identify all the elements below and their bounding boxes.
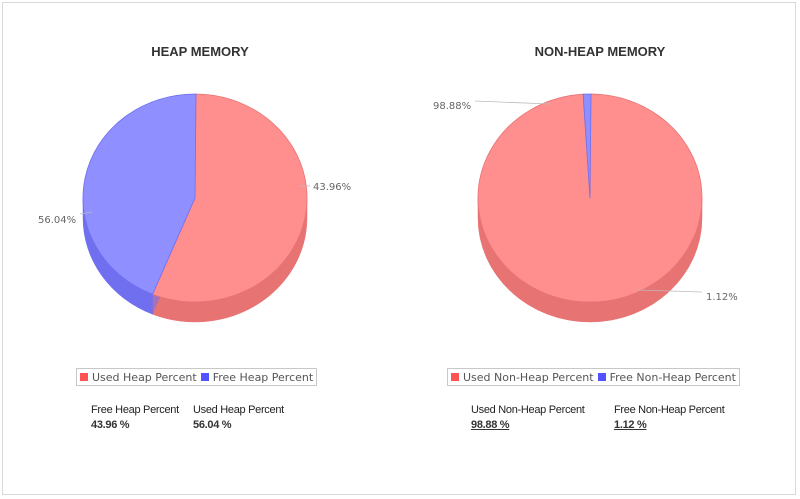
legend-label-used-non-heap: Used Non-Heap Percent bbox=[463, 370, 594, 384]
legend-label-free-non-heap: Free Non-Heap Percent bbox=[609, 370, 736, 384]
stat-label: Used Non-Heap Percent bbox=[471, 404, 585, 416]
stat-free-heap: Free Heap Percent 43.96 % bbox=[91, 404, 179, 431]
stat-value: 43.96 % bbox=[91, 419, 130, 431]
non-heap-legend: Used Non-Heap Percent Free Non-Heap Perc… bbox=[447, 368, 740, 386]
data-label-1: 43.96% bbox=[313, 182, 351, 193]
heap-memory-panel: HEAP MEMORY 56.04% 43.96% Used Heap Perce… bbox=[38, 44, 351, 431]
legend-item-used-non-heap[interactable]: Used Non-Heap Percent bbox=[451, 371, 594, 384]
non-heap-chart-title: NON-HEAP MEMORY bbox=[534, 44, 666, 59]
legend-label-used-heap: Used Heap Percent bbox=[92, 370, 197, 384]
legend-swatch-used bbox=[451, 373, 459, 381]
heap-legend: Used Heap Percent Free Heap Percent bbox=[76, 368, 318, 386]
heap-chart-title: HEAP MEMORY bbox=[151, 44, 249, 59]
data-label-0: 98.88% bbox=[433, 101, 471, 112]
data-label-1: 1.12% bbox=[706, 292, 738, 303]
data-label-leader bbox=[637, 289, 703, 293]
stat-label: Free Non-Heap Percent bbox=[614, 404, 725, 416]
stat-free-non-heap: Free Non-Heap Percent 1.12 % bbox=[614, 404, 725, 431]
legend-swatch-used bbox=[80, 373, 88, 381]
stat-value: 98.88 % bbox=[471, 419, 510, 431]
stat-value: 56.04 % bbox=[193, 419, 232, 431]
legend-item-free-non-heap[interactable]: Free Non-Heap Percent bbox=[597, 370, 736, 384]
pie-slice-free-non-heap-percent[interactable] bbox=[582, 93, 592, 199]
data-label-0: 56.04% bbox=[38, 215, 76, 226]
stat-value: 1.12 % bbox=[614, 419, 647, 431]
data-label-leader bbox=[79, 211, 93, 215]
stat-used-heap: Used Heap Percent 56.04 % bbox=[193, 404, 284, 431]
pie-slice-free-heap-percent[interactable] bbox=[82, 93, 197, 295]
legend-swatch-free bbox=[200, 373, 209, 381]
stat-label: Free Heap Percent bbox=[91, 404, 179, 416]
legend-swatch-free bbox=[597, 373, 606, 381]
stat-used-non-heap: Used Non-Heap Percent 98.88 % bbox=[471, 404, 585, 431]
legend-label-free-heap: Free Heap Percent bbox=[212, 370, 314, 384]
legend-item-free-heap[interactable]: Free Heap Percent bbox=[200, 370, 314, 384]
data-label-leader bbox=[474, 100, 551, 105]
non-heap-memory-panel: NON-HEAP MEMORY 98.88% 1.12% Used Non-Hea… bbox=[400, 0, 800, 499]
non-heap-pie-chart: 98.88% 1.12% bbox=[433, 93, 738, 323]
stat-label: Used Heap Percent bbox=[193, 404, 284, 416]
pie-body bbox=[82, 93, 308, 323]
legend-item-used-heap[interactable]: Used Heap Percent bbox=[80, 371, 197, 384]
pie-body bbox=[477, 93, 703, 323]
heap-pie-chart: 56.04% 43.96% bbox=[38, 93, 351, 323]
pie-slice-used-heap-percent[interactable] bbox=[152, 93, 308, 303]
